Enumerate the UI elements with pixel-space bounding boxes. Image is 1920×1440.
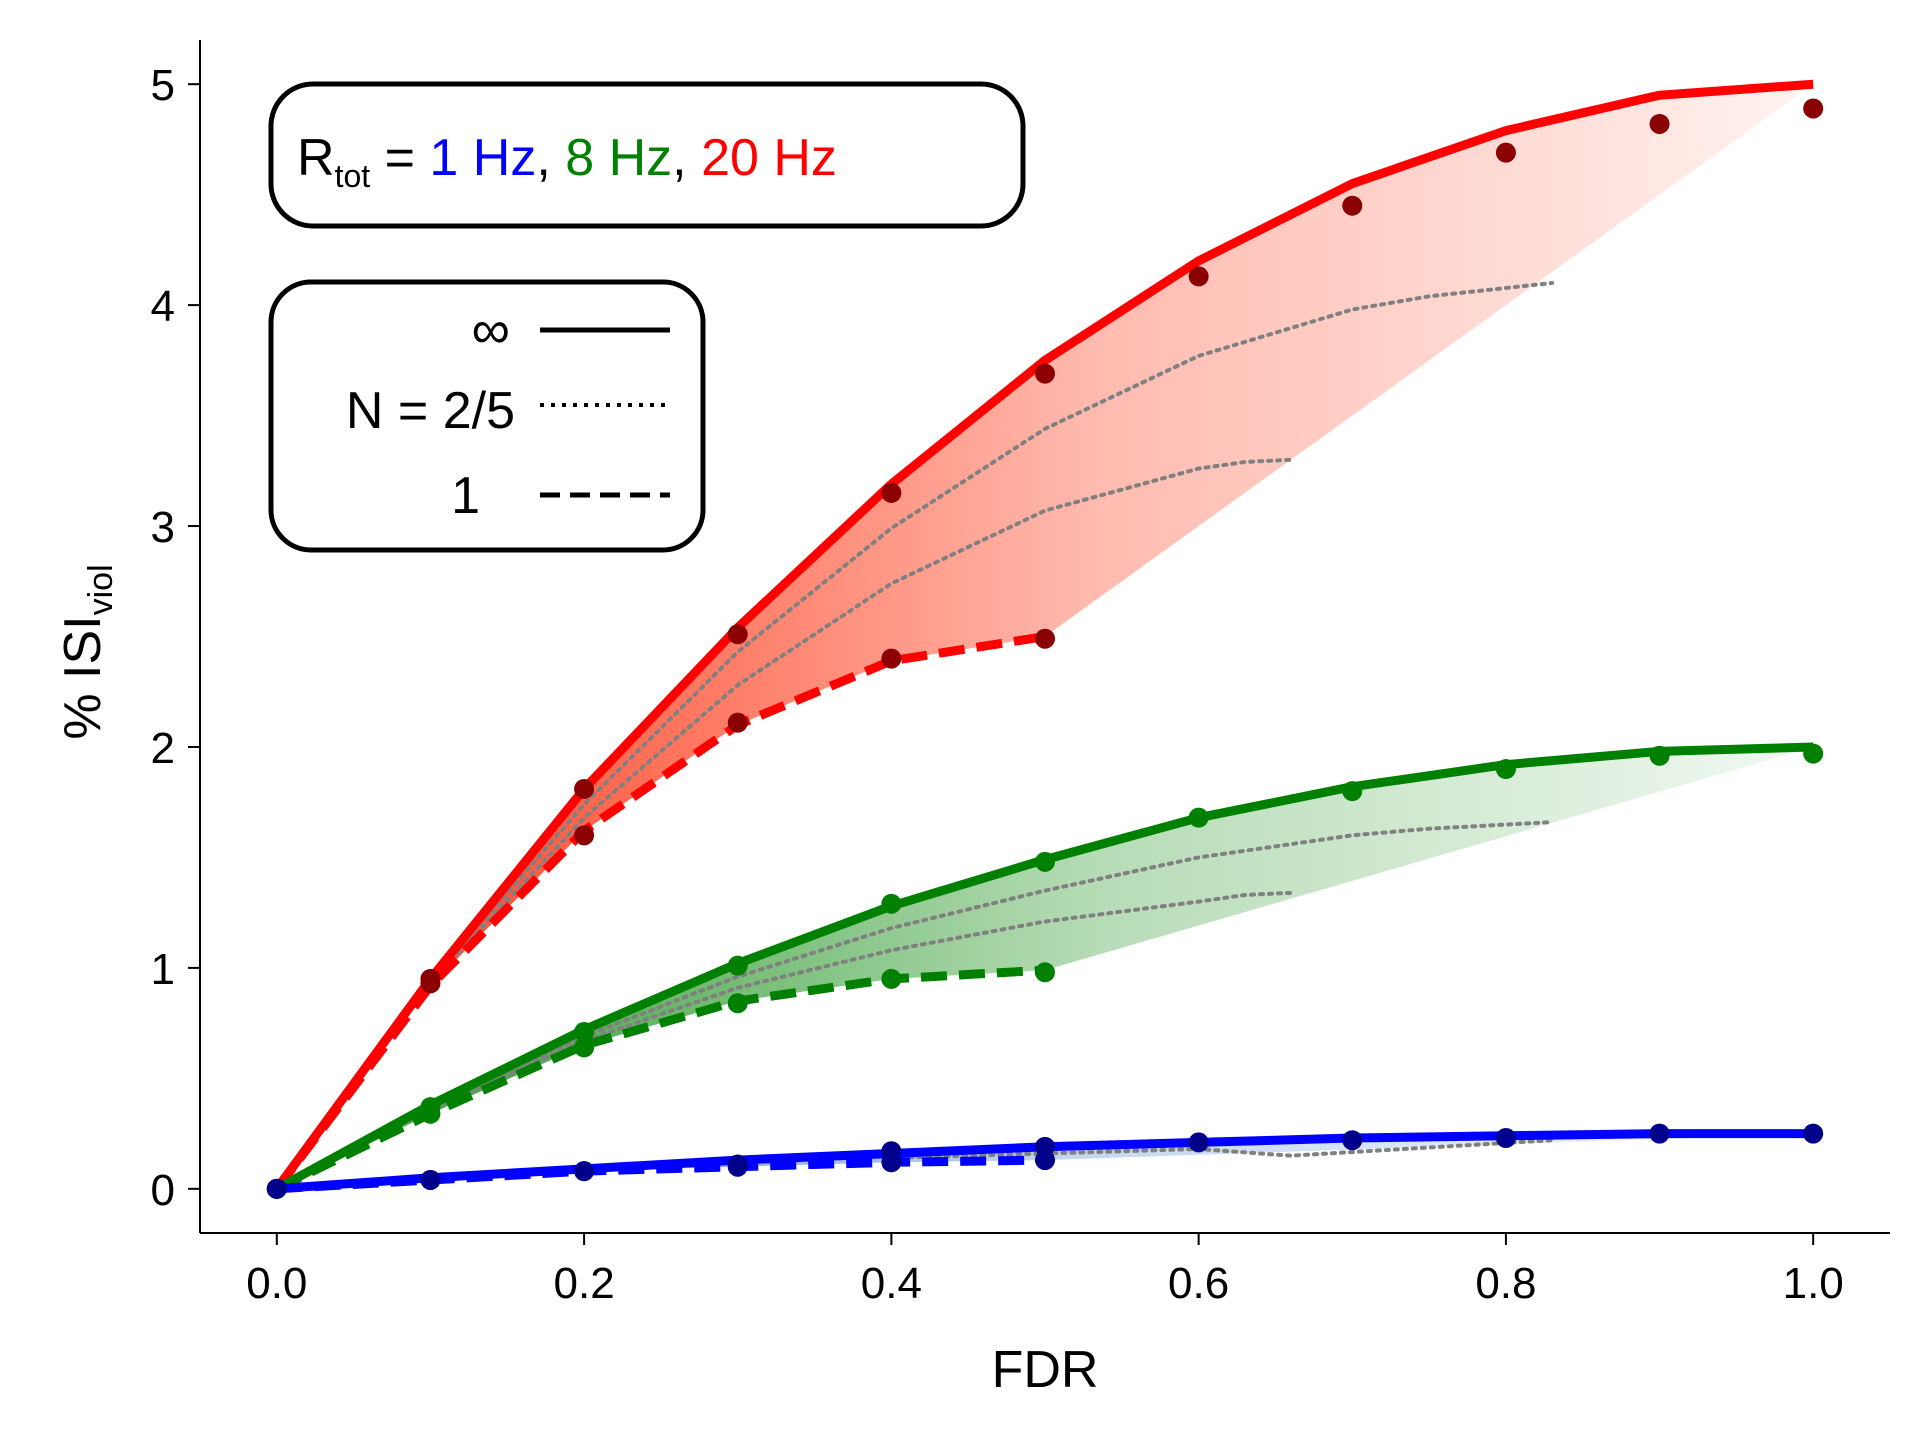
band-fill-20hz (276, 84, 1814, 1189)
rate-legend: Rtot = 1 Hz, 8 Hz, 20 Hz (268, 81, 1026, 229)
inf-point-1hz (1342, 1130, 1363, 1151)
inf-point-8hz (1035, 851, 1055, 872)
n1-point-20hz (881, 648, 902, 669)
inf-point-8hz (1188, 807, 1209, 828)
rate-legend-box (268, 81, 1026, 229)
y-ticks: 0 1 2 3 4 5 (151, 61, 200, 1215)
inf-point-8hz (1649, 745, 1670, 766)
n-legend-box (268, 279, 706, 553)
rate-legend-sep-1: , (536, 129, 565, 187)
series-points (266, 98, 1824, 1199)
x-tick-label: 0.2 (554, 1259, 615, 1308)
x-tick-label: 0.6 (1168, 1259, 1229, 1308)
n1-point-1hz (881, 1152, 902, 1173)
n1-line-1hz (276, 1155, 1046, 1194)
n1-point-8hz (420, 1103, 441, 1124)
y-tick-label: 3 (151, 503, 175, 552)
n1-point-8hz (881, 968, 902, 989)
n1-point-8hz (727, 993, 748, 1014)
svg-text:% ISIviol: % ISIviol (54, 564, 120, 739)
n-legend: ∞ N = 2/5 1 (268, 279, 706, 553)
inf-point-20hz (727, 624, 748, 645)
inf-point-8hz (1803, 743, 1824, 764)
rate-legend-sep-2: , (672, 129, 701, 187)
n-legend-label-inf: ∞ (472, 300, 511, 360)
svg-text:Rtot = 1 Hz, 8 Hz, 20 Hz: Rtot = 1 Hz, 8 Hz, 20 Hz (297, 129, 837, 194)
inf-point-8hz (881, 893, 902, 914)
inf-point-20hz (881, 482, 902, 503)
rate-legend-prefix-sub: tot (335, 158, 371, 194)
rate-legend-item-20hz: 20 Hz (701, 129, 837, 187)
y-tick-label: 0 (151, 1166, 175, 1215)
rate-legend-equals: = (370, 129, 429, 187)
inf-point-1hz (1188, 1132, 1209, 1153)
inf-point-8hz (1495, 759, 1516, 780)
inf-point-20hz (1649, 113, 1670, 134)
inf-point-1hz (1803, 1123, 1824, 1144)
inf-point-20hz (1495, 142, 1516, 163)
x-tick-label: 0.8 (1475, 1259, 1536, 1308)
rate-legend-item-8hz: 8 Hz (565, 129, 672, 187)
x-tick-label: 1.0 (1783, 1259, 1844, 1308)
inf-point-20hz (1035, 363, 1055, 384)
inf-point-20hz (1342, 195, 1363, 216)
n1-point-1hz (420, 1169, 441, 1190)
inf-point-20hz (574, 778, 595, 799)
rate-legend-item-1hz: 1 Hz (429, 129, 536, 187)
inf-point-20hz (1188, 266, 1209, 287)
dotted-curve-8hz (274, 820, 1554, 1191)
n1-line-20hz (273, 632, 1046, 1192)
y-tick-label: 4 (151, 282, 175, 331)
inf-point-20hz (1803, 98, 1824, 119)
inf-point-8hz (727, 955, 748, 976)
y-tick-label: 5 (151, 61, 175, 110)
x-tick-label: 0.0 (246, 1259, 307, 1308)
y-axis-label-main: % ISI (54, 615, 112, 739)
x-axis-label: FDR (992, 1341, 1099, 1399)
x-tick-label: 0.4 (861, 1259, 922, 1308)
inf-point-8hz (574, 1021, 595, 1042)
n1-point-1hz (727, 1156, 748, 1177)
y-axis-label: % ISIviol (54, 564, 120, 739)
n1-point-1hz (574, 1161, 595, 1182)
x-ticks: 0.0 0.2 0.4 0.6 0.8 1.0 (246, 1233, 1844, 1308)
n1-point-8hz (574, 1037, 595, 1058)
n1-point-20hz (574, 825, 595, 846)
inf-line-20hz (273, 79, 1814, 1192)
y-tick-label: 1 (151, 945, 175, 994)
n-legend-label-n: N = 2/5 (346, 382, 515, 440)
dotted-curve-20hz (274, 281, 1554, 1191)
dotted-curve-20hz (274, 457, 1293, 1191)
y-axis-label-sub: viol (82, 564, 120, 615)
inf-point-8hz (1342, 781, 1363, 802)
n1-point-20hz (727, 712, 748, 733)
n1-point-20hz (1035, 628, 1055, 649)
n1-point-1hz (266, 1178, 287, 1199)
n1-point-20hz (420, 973, 441, 994)
n1-point-8hz (1035, 962, 1055, 983)
inf-point-1hz (1495, 1128, 1516, 1149)
n1-line-8hz (274, 965, 1046, 1193)
rate-legend-prefix: R (297, 129, 335, 187)
y-tick-label: 2 (151, 724, 175, 773)
n-legend-label-1: 1 (451, 467, 480, 525)
n1-point-1hz (1035, 1150, 1055, 1171)
inf-point-1hz (1649, 1123, 1670, 1144)
